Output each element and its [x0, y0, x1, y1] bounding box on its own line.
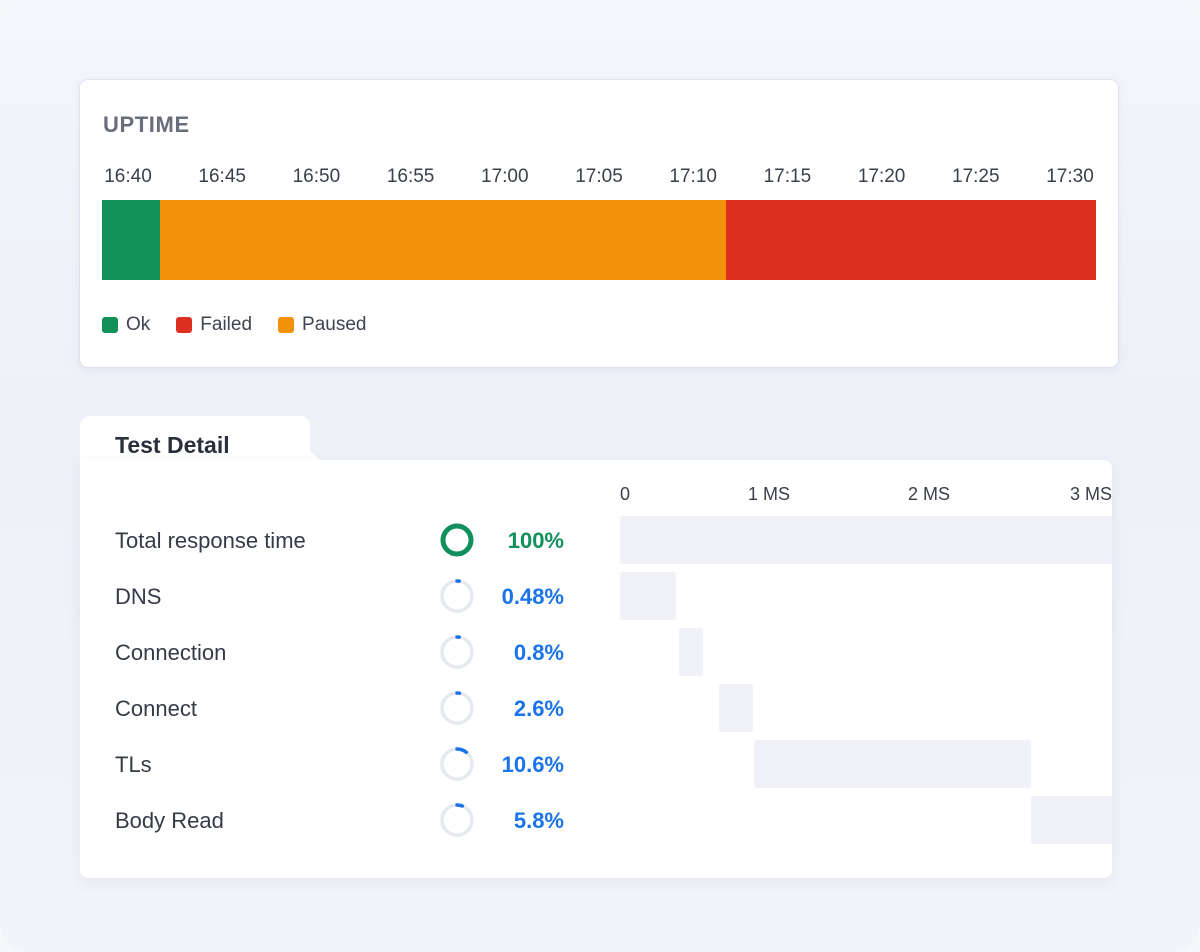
ms-tick: 3 MS	[1070, 484, 1112, 504]
row-percent: 0.8%	[513, 640, 564, 665]
time-tick: 17:30	[1046, 166, 1094, 187]
legend-item-paused[interactable]: Paused	[278, 314, 366, 336]
legend-label: Paused	[302, 314, 367, 335]
time-tick: 17:10	[669, 166, 717, 187]
time-tick: 16:55	[386, 166, 435, 187]
time-tick: 16:40	[104, 166, 152, 187]
legend-item-ok[interactable]: Ok	[102, 314, 150, 336]
time-tick: 17:15	[763, 166, 812, 187]
ms-tick: 1 MS	[748, 484, 791, 504]
timing-bar[interactable]	[754, 740, 1032, 788]
uptime-title: UPTIME	[103, 112, 190, 137]
timing-bar[interactable]	[620, 516, 1112, 564]
ms-tick: 2 MS	[908, 484, 951, 504]
row-percent: 10.6%	[501, 752, 564, 777]
timing-bar[interactable]	[719, 684, 753, 732]
ms-tick: 0	[620, 484, 631, 504]
legend-swatch	[102, 317, 118, 333]
row-label: Connection	[115, 640, 227, 665]
time-tick: 17:00	[481, 166, 529, 187]
ring-progress	[440, 579, 474, 613]
timing-bar[interactable]	[679, 628, 704, 676]
test-detail-card: 0 1 MS 2 MS 3 MS Total response time 100% DNS…	[80, 460, 1112, 878]
time-tick: 17:20	[857, 166, 906, 187]
progress-ring-icon	[440, 523, 474, 557]
uptime-segment-paused[interactable]	[160, 200, 726, 280]
time-tick: 16:45	[198, 166, 246, 187]
row-label: TLs	[115, 752, 152, 777]
row-percent: 5.8%	[513, 808, 564, 833]
row-label: Total response time	[115, 528, 306, 553]
progress-ring-icon	[440, 803, 474, 837]
row-percent: 100%	[507, 528, 564, 553]
legend-label: Ok	[126, 314, 151, 335]
timing-bar[interactable]	[620, 572, 676, 620]
row-label: Body Read	[115, 808, 224, 833]
legend-label: Failed	[200, 314, 253, 335]
ring-progress	[440, 691, 474, 725]
uptime-bar[interactable]	[102, 200, 1096, 280]
timing-bar[interactable]	[1031, 796, 1112, 844]
uptime-segment-failed[interactable]	[725, 200, 1096, 280]
uptime-segment-ok[interactable]	[102, 200, 161, 280]
legend-swatch	[278, 317, 295, 333]
time-tick: 17:25	[952, 166, 1000, 187]
row-label: DNS	[115, 584, 162, 609]
progress-ring-icon	[440, 635, 474, 669]
time-tick: 16:50	[292, 166, 341, 187]
progress-ring-icon	[440, 691, 474, 725]
time-tick: 17:05	[575, 166, 623, 187]
legend-item-failed[interactable]: Failed	[176, 314, 252, 336]
progress-ring-icon	[440, 747, 474, 781]
row-percent: 0.48%	[501, 584, 564, 609]
uptime-card: UPTIME 16:40 16:45 16:50 16:55 17:00 17:05 17:…	[80, 80, 1118, 367]
ring-progress	[440, 635, 474, 669]
ring-progress	[440, 803, 474, 837]
progress-ring-icon	[440, 579, 474, 613]
uptime-legend: Ok Failed Paused	[102, 314, 392, 336]
ring-progress	[440, 747, 474, 781]
legend-swatch	[176, 317, 193, 333]
ring-track	[440, 523, 474, 557]
row-percent: 2.6%	[513, 696, 564, 721]
tab-test-detail-label[interactable]: Test Detail	[115, 432, 230, 458]
row-label: Connect	[115, 696, 197, 721]
